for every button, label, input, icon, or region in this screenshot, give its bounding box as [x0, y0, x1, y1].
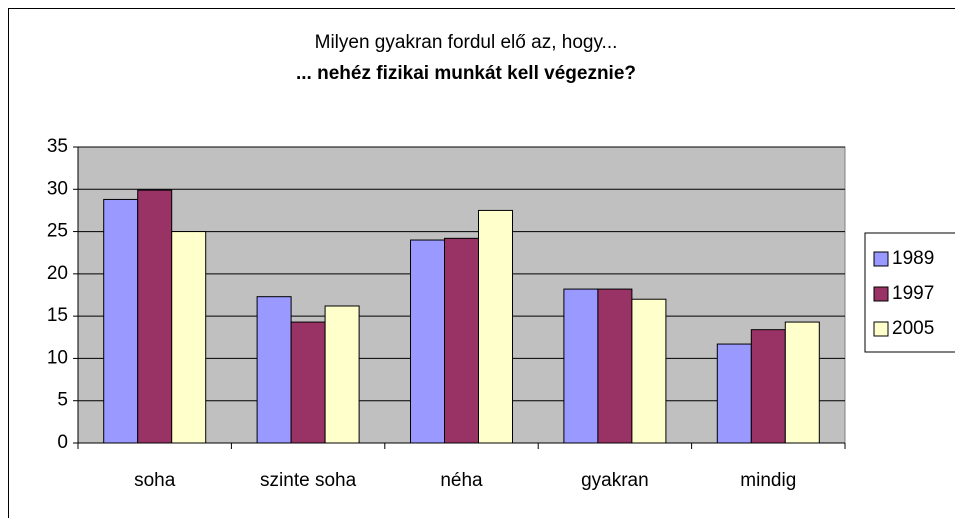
y-tick-label: 35 — [47, 136, 68, 157]
y-tick-label: 0 — [57, 432, 68, 453]
bar — [290, 321, 326, 444]
bar — [137, 189, 173, 444]
bar — [171, 231, 207, 444]
y-tick-label: 25 — [47, 221, 68, 242]
bar — [750, 329, 786, 444]
bar — [563, 288, 599, 444]
bar — [103, 198, 139, 444]
x-tick-label: soha — [134, 470, 176, 491]
legend-label: 2005 — [892, 318, 934, 339]
y-tick-label: 5 — [57, 390, 68, 411]
bar — [631, 298, 667, 444]
bar — [410, 239, 445, 444]
bar — [256, 296, 292, 444]
legend-swatch — [873, 251, 889, 267]
y-tick-label: 10 — [47, 347, 68, 368]
x-tick-label: szinte soha — [260, 470, 357, 491]
bar — [784, 321, 820, 444]
legend-label: 1989 — [892, 248, 934, 269]
bar — [324, 305, 360, 444]
bar — [716, 343, 752, 444]
legend-label: 1997 — [892, 283, 934, 304]
y-tick-label: 30 — [47, 178, 68, 199]
bar — [597, 288, 633, 444]
legend-swatch — [873, 286, 889, 302]
legend-swatch — [873, 321, 889, 337]
y-tick-label: 20 — [47, 263, 68, 284]
x-tick-label: néha — [440, 470, 483, 491]
chart-subtitle: ... nehéz fizikai munkát kell végeznie? — [296, 63, 636, 84]
bar — [444, 237, 479, 444]
bar — [478, 209, 513, 444]
y-tick-label: 15 — [47, 305, 68, 326]
x-tick-label: mindig — [740, 470, 796, 491]
chart-title: Milyen gyakran fordul elő az, hogy... — [315, 32, 618, 53]
x-tick-label: gyakran — [581, 470, 649, 491]
